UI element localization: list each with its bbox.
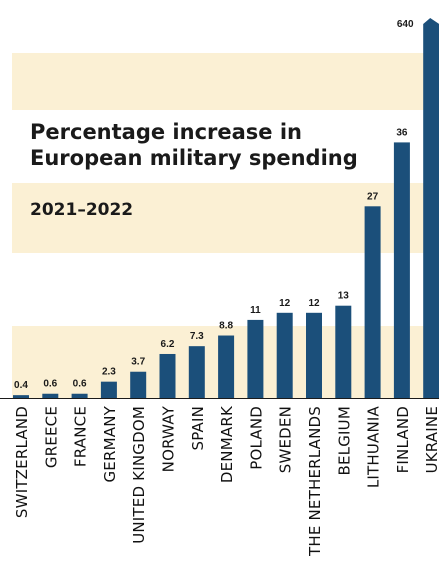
- bar-denmark: [218, 335, 235, 398]
- category-label-finland: FINLAND: [394, 406, 412, 473]
- chart-title-line-2: European military spending: [30, 146, 358, 170]
- bar-france: [71, 393, 88, 398]
- category-label-sweden: SWEDEN: [277, 406, 295, 473]
- value-label-france: 0.6: [73, 379, 87, 390]
- value-label-denmark: 8.8: [219, 321, 233, 332]
- bar-switzerland: [13, 395, 29, 398]
- category-label-switzerland: SWITZERLAND: [13, 406, 31, 518]
- bar-spain: [188, 346, 205, 398]
- category-label-greece: GREECE: [42, 406, 60, 468]
- value-label-ukraine: 640: [397, 19, 414, 30]
- chart-subtitle: 2021–2022: [30, 200, 133, 220]
- bars-group: [13, 18, 439, 398]
- chart-title-line-1: Percentage increase in: [30, 120, 302, 144]
- category-label-poland: POLAND: [247, 406, 265, 470]
- category-label-belgium: BELGIUM: [335, 406, 353, 476]
- category-label-germany: GERMANY: [101, 405, 119, 482]
- value-label-spain: 7.3: [190, 331, 204, 342]
- value-label-lithuania: 27: [367, 191, 379, 202]
- value-label-germany: 2.3: [102, 367, 116, 378]
- bar-poland: [247, 319, 264, 398]
- category-label-france: FRANCE: [72, 406, 90, 467]
- value-label-the-netherlands: 12: [308, 298, 320, 309]
- value-label-united-kingdom: 3.7: [131, 357, 145, 368]
- category-label-norway: NORWAY: [160, 405, 178, 472]
- value-label-switzerland: 0.4: [14, 380, 28, 391]
- bar-united-kingdom: [130, 371, 147, 398]
- value-label-sweden: 12: [279, 298, 291, 309]
- value-label-finland: 36: [396, 127, 408, 138]
- bar-belgium: [335, 305, 352, 398]
- category-label-the-netherlands: THE NETHERLANDS: [306, 406, 324, 557]
- category-label-ukraine: UKRAINE: [423, 406, 439, 473]
- bar-lithuania: [364, 206, 381, 398]
- value-label-belgium: 13: [338, 291, 350, 302]
- bar-finland: [393, 142, 410, 398]
- bar-germany: [100, 381, 117, 398]
- category-label-united-kingdom: UNITED KINGDOM: [130, 406, 148, 544]
- category-label-lithuania: LITHUANIA: [365, 405, 383, 488]
- background-band-top: [12, 53, 439, 110]
- value-labels-group: 0.4 0.6 0.6 2.3 3.7 6.2 7.3 8.8 11 12 12 13 27 36 640: [14, 19, 414, 391]
- bar-sweden: [276, 312, 293, 398]
- category-labels-group: SWITZERLAND GREECE FRANCE GERMANY UNITED KIN…: [13, 405, 439, 557]
- bar-greece: [42, 393, 59, 398]
- value-label-poland: 11: [250, 305, 261, 316]
- value-label-greece: 0.6: [43, 379, 57, 390]
- category-label-spain: SPAIN: [189, 406, 207, 451]
- bar-ukraine: [423, 18, 439, 398]
- category-label-denmark: DENMARK: [218, 405, 236, 483]
- bar-norway: [159, 353, 176, 398]
- bar-the-netherlands: [306, 312, 322, 398]
- value-label-norway: 6.2: [161, 339, 175, 350]
